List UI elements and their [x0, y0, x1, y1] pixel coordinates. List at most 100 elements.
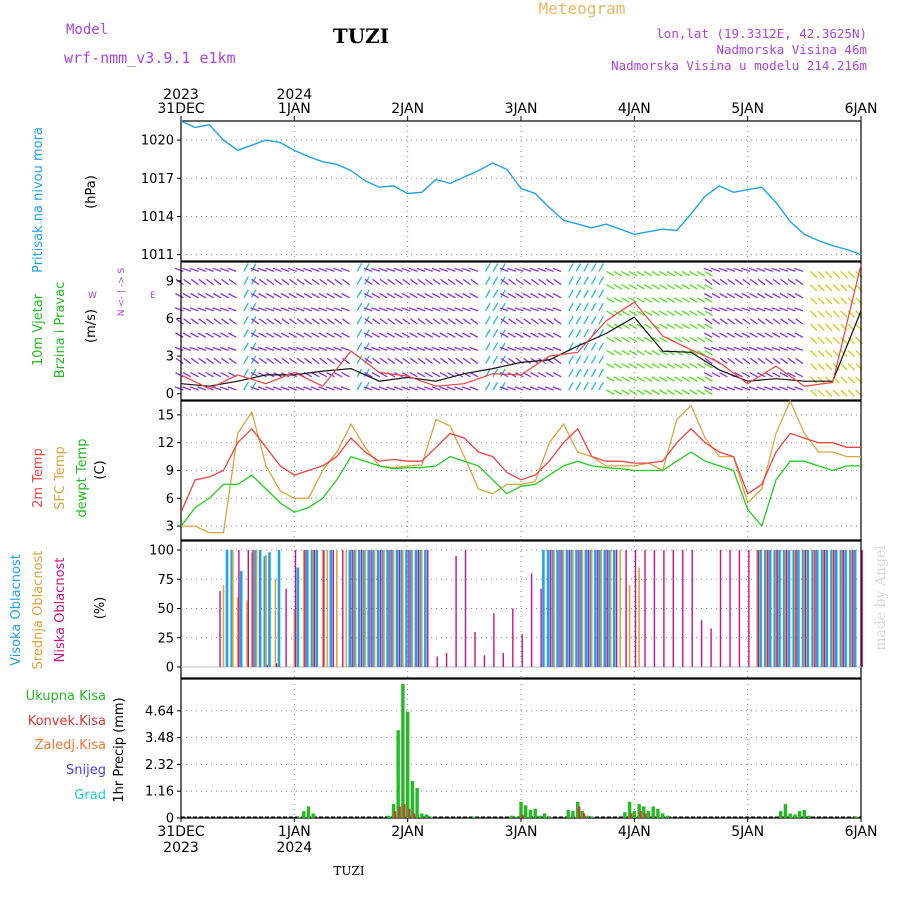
wind-arrow — [446, 267, 456, 273]
cloud-bar — [263, 555, 267, 667]
wind-arrow — [703, 332, 713, 338]
precip-bar — [576, 801, 580, 818]
wind-arrow — [514, 386, 524, 391]
wind-arrow — [258, 292, 267, 299]
wind-arrow — [575, 315, 582, 325]
wind-arrow — [689, 323, 698, 330]
wind-arrow — [847, 389, 856, 397]
wind-arrow — [492, 263, 499, 272]
cloud-bar — [842, 550, 844, 667]
cloud-bar — [578, 550, 580, 667]
wind-arrow — [727, 278, 736, 286]
wind-arrow — [250, 329, 257, 338]
precip-bar — [802, 809, 806, 818]
wind-arrow — [425, 278, 434, 286]
wind-arrow — [787, 292, 796, 299]
top-day-label: 4JAN — [618, 101, 651, 117]
precip-bar — [582, 813, 586, 818]
wind-arrow — [787, 372, 796, 378]
wind-arrow — [266, 357, 275, 365]
wind-arrow — [190, 292, 199, 299]
wind-arrow — [319, 278, 328, 286]
wind-arrow — [289, 318, 298, 325]
wind-arrow — [257, 346, 267, 352]
precip-bar — [396, 730, 400, 818]
wind-arrow — [703, 307, 713, 312]
wind-arrow — [318, 292, 328, 299]
wind-arrow — [529, 386, 539, 391]
cloud-bar — [312, 550, 314, 667]
cloud-bar — [310, 550, 314, 667]
wind-arrow — [696, 297, 706, 303]
cloud-bar — [644, 550, 646, 667]
wind-arrow — [402, 318, 411, 325]
wind-arrow — [515, 318, 524, 325]
cloud-bar — [493, 613, 495, 667]
wind-arrow — [424, 292, 434, 299]
wind-arrow — [364, 318, 373, 325]
wind-arrow — [756, 346, 766, 352]
wind-arrow — [741, 386, 751, 391]
wind-arrow — [726, 267, 736, 273]
wind-arrow — [590, 368, 597, 378]
wind-arrow — [771, 332, 781, 338]
wind-arrow — [598, 263, 604, 272]
cloud-bar — [402, 550, 404, 667]
wind-arrow — [689, 376, 698, 382]
wind-arrow — [378, 386, 388, 391]
precip-ytick-label: 4.64 — [145, 704, 174, 719]
temp-label-sfc: SFC Temp — [53, 446, 68, 510]
wind-arrow — [507, 267, 517, 273]
precip-ylabel: 1hr Precip (mm) — [112, 697, 127, 802]
precip-ytick-label: 2.32 — [145, 758, 174, 773]
wind-arrow — [280, 307, 290, 312]
wind-arrow — [439, 332, 449, 338]
wind-arrow — [689, 297, 698, 303]
wind-arrow — [371, 267, 381, 273]
wind-arrow — [659, 310, 668, 316]
cloud-bar — [304, 550, 306, 667]
wind-arrow — [748, 267, 758, 273]
wind-arrow — [598, 289, 604, 299]
cloud-bar — [348, 550, 352, 667]
precip-ytick-label: 0 — [166, 812, 174, 827]
bottom-day-label: 4JAN — [618, 824, 651, 840]
cloud-bar — [833, 550, 835, 667]
cloud-bar — [266, 664, 268, 667]
wind-arrow — [295, 292, 305, 299]
wind-arrow — [265, 386, 275, 391]
wind-arrow — [311, 278, 320, 286]
wind-arrow — [734, 357, 743, 365]
cloud-bar — [719, 550, 722, 667]
wind-arrow — [462, 332, 471, 338]
wind-arrow — [727, 318, 736, 325]
top-day-label: 6JAN — [845, 101, 878, 117]
wind-arrow — [719, 278, 728, 286]
wind-arrow — [681, 363, 691, 369]
wind-arrow — [440, 318, 449, 325]
cloud-bar — [729, 550, 731, 667]
wind-arrow — [386, 332, 396, 338]
wind-arrow — [817, 389, 825, 397]
wind-arrow — [265, 332, 275, 338]
wind-arrow — [817, 363, 825, 371]
wind-arrow — [606, 389, 615, 396]
wind-arrow — [265, 307, 275, 312]
wind-arrow — [689, 389, 698, 396]
precip-bar — [408, 808, 411, 818]
bottom-day-label: 3JAN — [505, 824, 538, 840]
wind-arrow — [219, 386, 229, 391]
wind-arrow — [719, 372, 728, 378]
wind-arrow — [628, 284, 638, 290]
cloud-bar — [638, 567, 640, 667]
wind-arrow — [681, 336, 691, 343]
wind-arrow — [613, 336, 623, 343]
wind-arrow — [325, 346, 335, 352]
wind-arrow — [771, 292, 781, 299]
cloud-bar — [232, 550, 234, 667]
wind-arrow — [780, 318, 789, 325]
wind-arrow — [514, 307, 524, 312]
cloud-bar — [795, 550, 797, 667]
wind-ylabel-2: Brzina i Pravac — [53, 282, 68, 379]
wind-arrow — [204, 267, 214, 273]
